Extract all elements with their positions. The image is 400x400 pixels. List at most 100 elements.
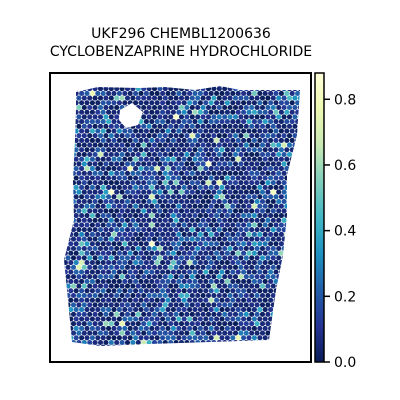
spot bbox=[254, 95, 260, 101]
spot bbox=[143, 278, 149, 284]
spot bbox=[189, 104, 195, 111]
spot bbox=[211, 189, 217, 195]
spot bbox=[95, 128, 101, 134]
spot bbox=[133, 288, 139, 294]
spot bbox=[119, 321, 125, 327]
spot bbox=[276, 170, 282, 176]
spot bbox=[241, 203, 247, 209]
spot bbox=[149, 222, 155, 228]
spot bbox=[100, 213, 106, 219]
spot bbox=[84, 297, 90, 303]
spot bbox=[224, 260, 230, 266]
spot bbox=[165, 109, 171, 115]
spot bbox=[238, 292, 244, 299]
spot bbox=[181, 307, 187, 313]
spot bbox=[211, 227, 217, 233]
spot bbox=[224, 231, 230, 237]
spot bbox=[81, 217, 87, 223]
spot bbox=[157, 151, 163, 158]
spot bbox=[238, 133, 244, 139]
spot bbox=[100, 137, 106, 143]
spot bbox=[73, 147, 79, 153]
spot bbox=[130, 217, 136, 223]
spot bbox=[173, 255, 179, 261]
spot bbox=[133, 335, 139, 341]
spot bbox=[162, 255, 168, 261]
spot bbox=[208, 137, 214, 143]
spot bbox=[76, 311, 82, 317]
spot bbox=[222, 95, 228, 101]
spot bbox=[227, 321, 233, 327]
spot bbox=[130, 321, 136, 327]
spot bbox=[79, 278, 85, 284]
spot bbox=[135, 302, 141, 308]
spot bbox=[168, 161, 174, 167]
spot bbox=[257, 194, 263, 200]
spot bbox=[230, 241, 236, 247]
spot bbox=[106, 184, 112, 190]
spot bbox=[195, 189, 201, 195]
spot bbox=[184, 104, 190, 111]
spot bbox=[216, 114, 222, 120]
spot bbox=[189, 95, 195, 101]
spot bbox=[219, 297, 225, 303]
spot bbox=[232, 236, 239, 242]
spot bbox=[119, 245, 125, 252]
spot bbox=[230, 231, 236, 237]
spot bbox=[73, 222, 79, 228]
spot bbox=[130, 274, 136, 280]
spot bbox=[251, 100, 257, 106]
spot bbox=[222, 245, 228, 252]
spot bbox=[170, 213, 176, 219]
spot bbox=[230, 128, 236, 134]
spot bbox=[232, 151, 239, 158]
spot bbox=[208, 297, 214, 303]
spot bbox=[195, 151, 201, 158]
spot bbox=[116, 241, 122, 247]
spot bbox=[160, 288, 166, 294]
spot bbox=[89, 241, 95, 247]
spot bbox=[111, 335, 117, 341]
spot bbox=[192, 156, 198, 162]
spot bbox=[173, 189, 179, 195]
spot bbox=[219, 288, 225, 294]
spot bbox=[192, 166, 198, 172]
spot bbox=[116, 260, 122, 266]
spot bbox=[178, 170, 185, 176]
spot bbox=[208, 213, 214, 219]
spot bbox=[97, 114, 104, 120]
spot bbox=[114, 142, 120, 148]
spot bbox=[284, 166, 290, 172]
spot bbox=[184, 292, 190, 299]
spot bbox=[149, 184, 155, 190]
spot bbox=[276, 123, 282, 129]
spot bbox=[254, 245, 260, 252]
spot bbox=[170, 90, 176, 96]
spot bbox=[133, 241, 139, 247]
spot bbox=[114, 123, 120, 129]
spot bbox=[106, 166, 112, 172]
spot bbox=[106, 194, 112, 200]
spot bbox=[111, 278, 117, 284]
spot bbox=[119, 170, 125, 176]
spot bbox=[251, 156, 257, 162]
spot bbox=[238, 302, 244, 308]
spot bbox=[230, 90, 236, 96]
spot bbox=[238, 217, 244, 223]
spot bbox=[76, 217, 82, 223]
spot bbox=[273, 109, 279, 115]
spot bbox=[230, 175, 236, 181]
spot bbox=[170, 175, 176, 181]
spot bbox=[162, 236, 168, 242]
spot bbox=[100, 325, 106, 331]
spot bbox=[141, 302, 147, 308]
spot bbox=[68, 307, 74, 313]
spot bbox=[281, 170, 287, 176]
spot bbox=[151, 311, 158, 317]
spot bbox=[130, 245, 136, 252]
spot bbox=[146, 302, 152, 308]
spot bbox=[76, 236, 82, 242]
spot bbox=[200, 255, 206, 261]
spot bbox=[178, 292, 185, 299]
spot bbox=[76, 255, 82, 261]
